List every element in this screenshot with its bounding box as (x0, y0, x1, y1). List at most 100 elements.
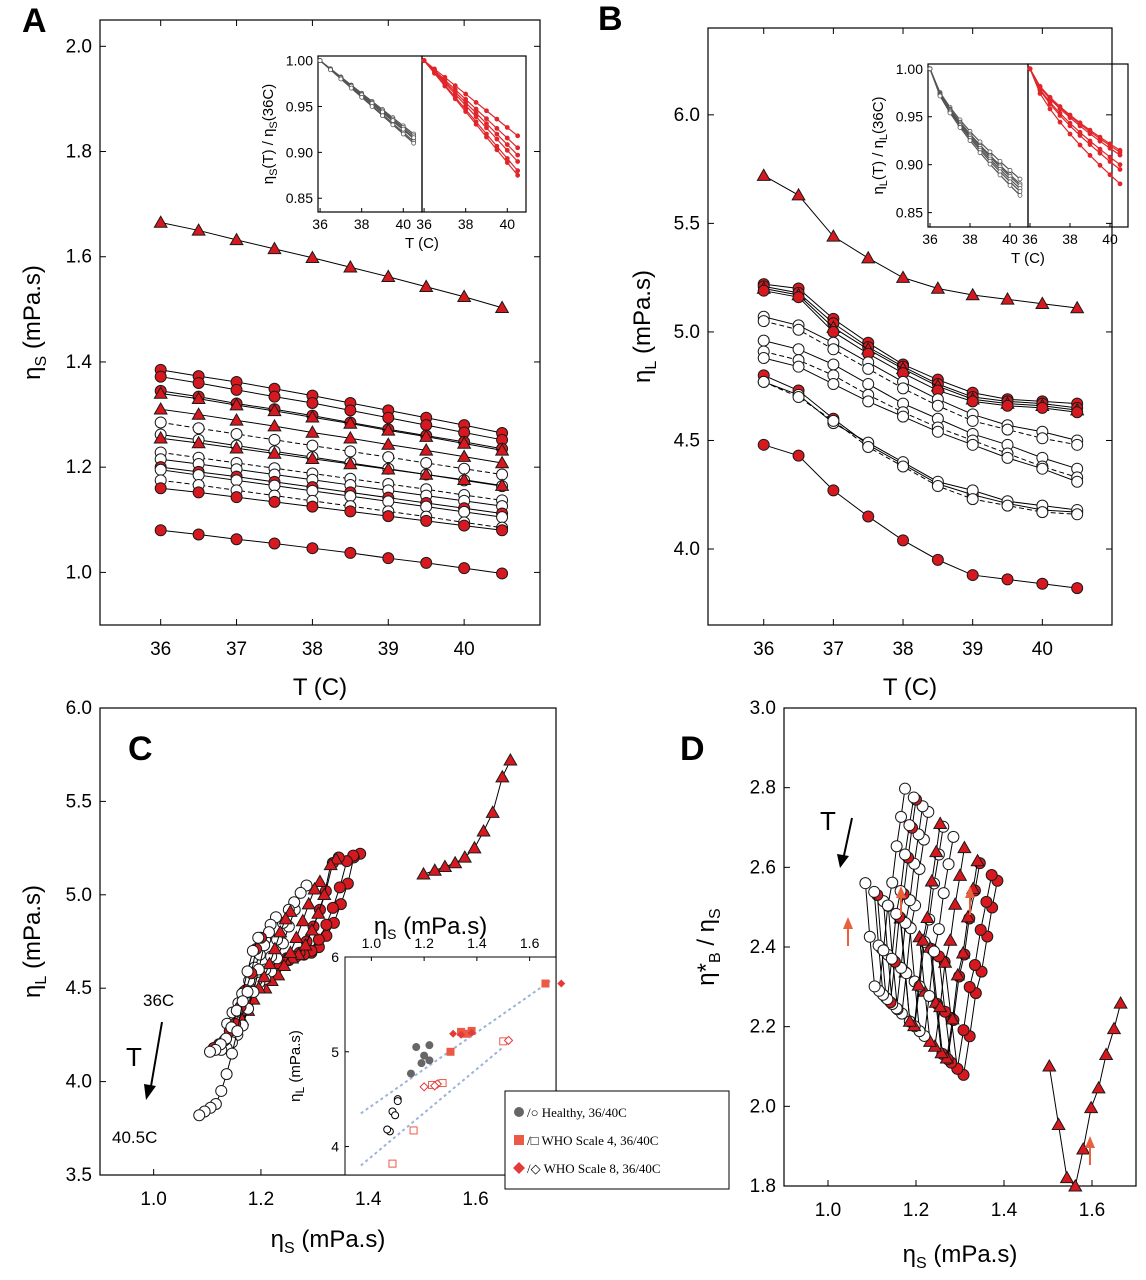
inset-point (452, 96, 458, 102)
data-point (966, 569, 979, 582)
data-point (934, 1045, 949, 1059)
inset-point (504, 135, 510, 141)
inset-x-tick-label: 36 (1022, 231, 1038, 247)
panel-letter: B (598, 0, 623, 38)
inset-point-36c (412, 1043, 421, 1052)
data-point (419, 467, 434, 480)
series-line (763, 288, 1078, 411)
inset-y-title-part: S (268, 169, 280, 176)
data-point (923, 989, 936, 1002)
data-point (230, 474, 243, 487)
data-point (1091, 1080, 1106, 1094)
data-point (457, 850, 472, 863)
data-point (267, 403, 282, 417)
inset-point (1067, 131, 1073, 137)
data-point (931, 425, 944, 438)
inset-x-tick-label: 36 (922, 231, 938, 247)
data-point (305, 451, 320, 465)
data-point (333, 881, 346, 894)
inset-point-40c (503, 1035, 514, 1046)
inset-y-symbol: η (287, 1094, 304, 1102)
inset-point (484, 134, 489, 140)
inset-series-line (319, 60, 415, 144)
inset-point (400, 126, 406, 132)
series-line (938, 874, 993, 1070)
data-point (863, 930, 876, 943)
temperature-arrowhead (144, 1084, 156, 1100)
inset-point (1077, 123, 1083, 129)
data-point (343, 259, 358, 273)
inset-point (484, 125, 489, 131)
data-point (862, 395, 875, 408)
y-title-unit: (mPa.s) (19, 885, 46, 976)
data-point (970, 853, 985, 867)
inset-point (1097, 138, 1103, 144)
inset-point (463, 103, 469, 108)
inset-point-40c (388, 1159, 397, 1168)
data-point (933, 816, 948, 829)
inset-point (338, 76, 344, 82)
y-title-unit: / η (693, 919, 720, 952)
data-point (382, 411, 395, 424)
inset-point (1077, 142, 1083, 148)
minimum-arrowhead (1085, 1136, 1095, 1148)
data-point (791, 187, 806, 201)
data-point (897, 534, 910, 547)
series-line (160, 529, 503, 574)
data-point (236, 995, 249, 1008)
inset-point (1097, 162, 1103, 168)
inset-series-line (423, 60, 519, 176)
data-point (458, 519, 471, 532)
data-point (943, 933, 958, 946)
data-point (1051, 1117, 1066, 1131)
data-point (230, 1004, 243, 1017)
plot-frame (99, 707, 557, 1176)
data-point (154, 370, 167, 383)
data-point (294, 886, 307, 899)
data-point (1106, 1021, 1122, 1035)
inset-y-tick-label: 4 (331, 1139, 339, 1155)
data-point (952, 868, 968, 881)
x-title-unit: (mPa.s) (927, 1241, 1018, 1268)
data-point (485, 805, 500, 818)
data-point (230, 533, 243, 546)
inset-x-tick-label: 38 (458, 216, 474, 232)
data-point (911, 978, 926, 991)
inset-point (452, 83, 458, 89)
series-line (763, 444, 1078, 589)
inset-x-axis-title: T (C) (405, 235, 439, 252)
inset-series-line (1029, 68, 1121, 156)
data-point (862, 510, 875, 523)
inset-point (515, 152, 521, 158)
data-point (252, 931, 265, 944)
legend-box (504, 1090, 730, 1190)
inset-point (390, 122, 396, 128)
data-point (230, 383, 243, 396)
x-title-symbol: η (903, 1241, 916, 1268)
legend-label: /○ Healthy, 36/40C (527, 1105, 627, 1120)
data-point (757, 375, 770, 388)
inset-right-frame (421, 55, 527, 213)
inset-point (463, 91, 469, 97)
data-point (301, 896, 316, 910)
inset-point (504, 160, 510, 165)
data-point (191, 223, 206, 236)
inset-y-title-part: η (870, 186, 887, 194)
data-point (792, 360, 805, 373)
x-tick-label: 40 (454, 639, 475, 660)
data-point (267, 241, 282, 255)
data-point (920, 910, 935, 923)
inset-point (1107, 154, 1113, 160)
legend-filled-marker (513, 1162, 525, 1174)
series-line (763, 357, 1078, 483)
data-point (220, 1068, 233, 1081)
data-point (456, 449, 472, 462)
data-point (1098, 1047, 1114, 1061)
data-point (268, 495, 281, 508)
data-point (153, 215, 168, 228)
data-point (154, 416, 167, 429)
data-point (419, 429, 434, 442)
inset-point (484, 116, 489, 122)
inset-point (317, 58, 323, 63)
inset-point (1027, 66, 1033, 72)
